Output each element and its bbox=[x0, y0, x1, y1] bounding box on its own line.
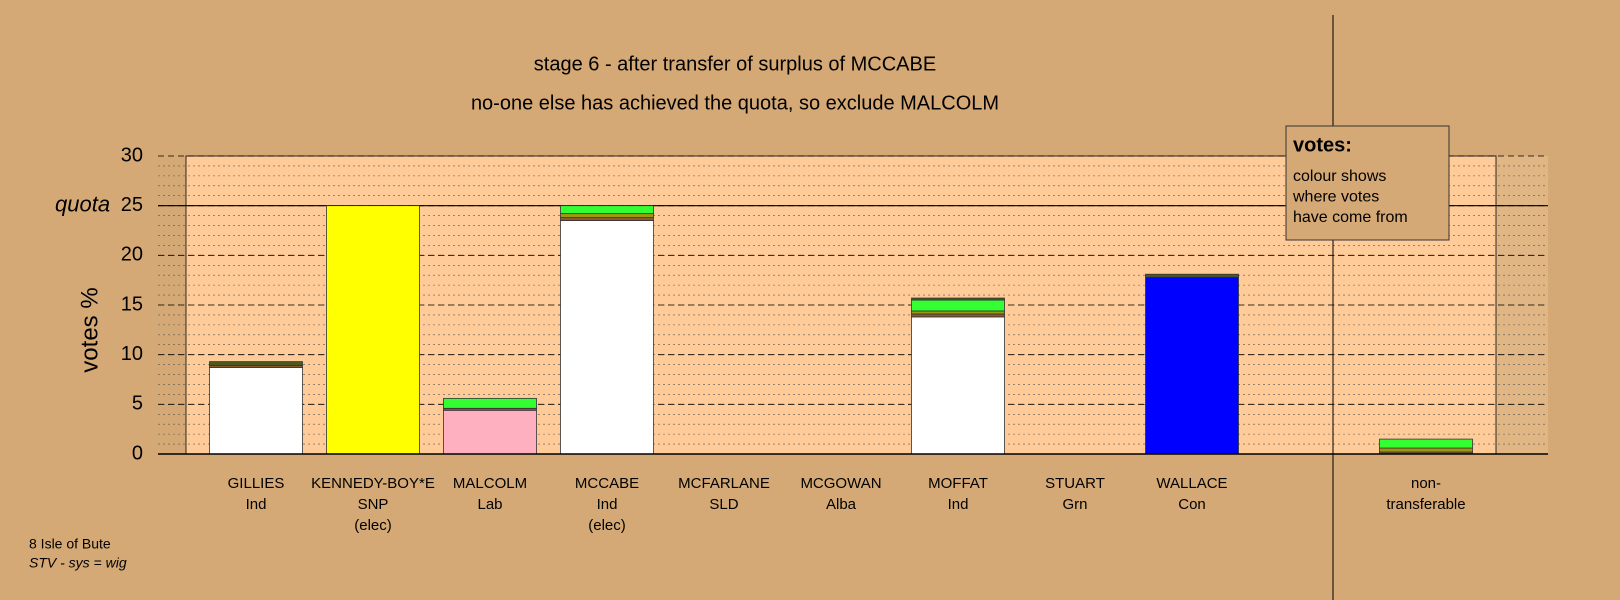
bar-segment bbox=[560, 220, 654, 455]
x-tick-label: MALCOLM bbox=[453, 475, 527, 492]
x-tick-label: MCCABE bbox=[575, 475, 639, 492]
x-tick-label: Grn bbox=[1062, 496, 1087, 513]
y-tick-label: 25 bbox=[121, 194, 143, 216]
x-tick-label: MCGOWAN bbox=[800, 475, 881, 492]
quota-label: quota bbox=[55, 191, 110, 216]
y-tick-label: 20 bbox=[121, 244, 143, 266]
y-tick-label: 5 bbox=[132, 393, 143, 415]
legend-text: have come from bbox=[1293, 209, 1408, 226]
bar-segment bbox=[560, 217, 654, 221]
bar-segment bbox=[1379, 438, 1473, 449]
bar-segment bbox=[443, 397, 537, 409]
x-tick-label: STUART bbox=[1045, 475, 1105, 492]
legend-box bbox=[1285, 125, 1450, 241]
bar-segment bbox=[911, 297, 1005, 301]
y-tick-label: 10 bbox=[121, 343, 143, 365]
legend-text: where votes bbox=[1292, 189, 1379, 206]
x-tick-label: Con bbox=[1178, 496, 1206, 513]
x-tick-label: MOFFAT bbox=[928, 475, 988, 492]
bar-segment bbox=[209, 367, 303, 455]
x-tick-label: (elec) bbox=[588, 517, 626, 534]
x-tick-label: MCFARLANE bbox=[678, 475, 770, 492]
bar-segment bbox=[1379, 447, 1473, 453]
bar-segment bbox=[1145, 273, 1239, 278]
x-tick-label: Lab bbox=[477, 496, 502, 513]
x-tick-label: non- bbox=[1411, 475, 1441, 492]
bar-segment bbox=[911, 310, 1005, 315]
bar-segment bbox=[911, 316, 1005, 455]
x-tick-label: transferable bbox=[1386, 496, 1465, 513]
x-tick-label: WALLACE bbox=[1156, 475, 1227, 492]
legend-text: colour shows bbox=[1293, 168, 1386, 185]
bar-segment bbox=[911, 299, 1005, 312]
bar-segment bbox=[560, 213, 654, 218]
legend: votes: colour shows where votes have come f… bbox=[1285, 125, 1450, 241]
x-tick-label: KENNEDY-BOY*E bbox=[311, 475, 435, 492]
chart-subtitle: no-one else has achieved the quota, so e… bbox=[471, 92, 999, 114]
x-tick-label: SNP bbox=[358, 496, 389, 513]
x-tick-label: (elec) bbox=[354, 517, 392, 534]
x-tick-label: Alba bbox=[826, 496, 857, 513]
bar-segment bbox=[911, 313, 1005, 318]
footer: STV - sys = wig bbox=[29, 555, 127, 571]
y-axis-label: votes % bbox=[76, 287, 103, 372]
x-tick-label: SLD bbox=[709, 496, 738, 513]
x-tick-label: Ind bbox=[597, 496, 618, 513]
x-tick-label: Ind bbox=[246, 496, 267, 513]
bar-segment bbox=[326, 205, 420, 455]
y-tick-label: 15 bbox=[121, 293, 143, 315]
bar-segment bbox=[209, 361, 303, 366]
legend-title: votes: bbox=[1293, 134, 1352, 156]
bar-segment bbox=[1145, 276, 1239, 455]
bar-segment bbox=[560, 205, 654, 215]
footer: 8 Isle of Bute bbox=[29, 536, 111, 552]
x-tick-label: Ind bbox=[948, 496, 969, 513]
bar-segment bbox=[443, 409, 537, 455]
y-tick-label: 30 bbox=[121, 144, 143, 166]
chart-title: stage 6 - after transfer of surplus of M… bbox=[534, 53, 936, 75]
y-tick-label: 0 bbox=[132, 442, 143, 464]
x-tick-label: GILLIES bbox=[228, 475, 285, 492]
